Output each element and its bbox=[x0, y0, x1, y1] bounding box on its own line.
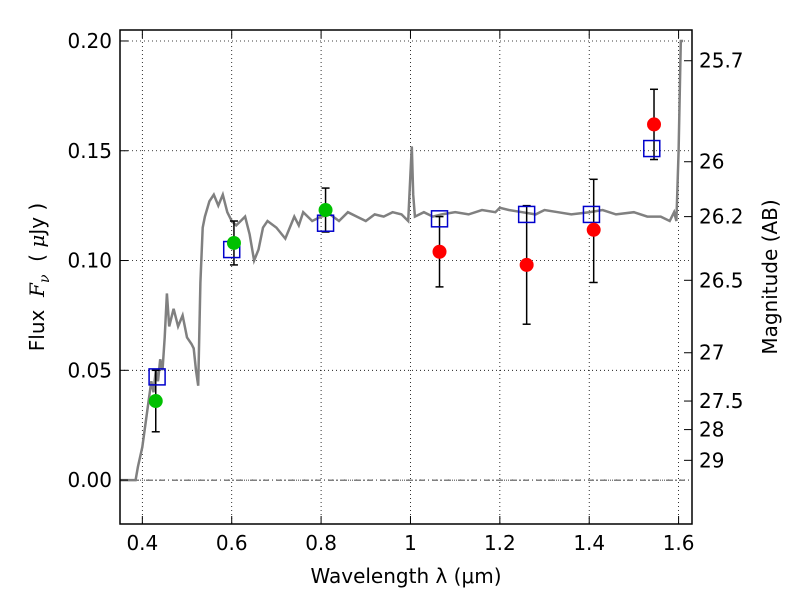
y-axis-ticks: 0.00 0.05 0.10 0.15 0.20 bbox=[67, 29, 128, 492]
x-tick-label: 0.6 bbox=[216, 531, 248, 555]
red-photometry-point bbox=[586, 222, 601, 237]
y-label-text-flux: Flux bbox=[25, 297, 49, 351]
y2-axis-ticks: 25.7 26 26.2 26.5 27 27.5 28 29 bbox=[684, 49, 744, 472]
y-label-text-open: ( bbox=[25, 248, 49, 275]
y2-axis-label: Magnitude (AB) bbox=[758, 199, 782, 354]
y-tick-label: 0.05 bbox=[67, 358, 112, 382]
green-photometry-point bbox=[318, 203, 333, 218]
red-photometry-point bbox=[519, 257, 534, 272]
y2-tick-label: 26 bbox=[699, 150, 724, 174]
green-photometry-point bbox=[148, 394, 163, 409]
series-layer bbox=[120, 39, 684, 482]
y2-tick-label: 28 bbox=[699, 418, 724, 442]
y-label-symbol-f: F bbox=[25, 282, 49, 298]
grid-lines bbox=[120, 30, 692, 524]
y-axis-label: Flux Fν ( μJy ) bbox=[25, 203, 53, 351]
x-tick-label: 0.4 bbox=[126, 531, 158, 555]
x-tick-label: 1.2 bbox=[484, 531, 516, 555]
x-axis-ticks: 0.4 0.6 0.8 1 1.2 1.4 1.6 bbox=[126, 30, 695, 555]
y2-tick-label: 27.5 bbox=[699, 389, 744, 413]
y-tick-label: 0.10 bbox=[67, 249, 112, 273]
y-label-subscript-nu: ν bbox=[37, 274, 53, 283]
model-flux-square bbox=[430, 210, 449, 228]
y-label-symbol-mu: μ bbox=[25, 235, 49, 248]
x-tick-label: 1 bbox=[404, 531, 417, 555]
model-flux-square bbox=[643, 139, 661, 158]
y2-tick-label: 25.7 bbox=[699, 49, 744, 73]
y2-tick-label: 26.2 bbox=[699, 205, 744, 229]
plot-frame bbox=[119, 29, 693, 525]
red-photometry-point bbox=[647, 117, 662, 132]
green-photometry-point bbox=[226, 235, 241, 250]
y-tick-label: 0.00 bbox=[67, 468, 112, 492]
model-flux-square bbox=[148, 368, 166, 386]
model-spectrum-line bbox=[120, 39, 684, 482]
x-tick-label: 1.6 bbox=[663, 531, 695, 555]
y2-tick-label: 27 bbox=[699, 341, 724, 365]
y-tick-label: 0.15 bbox=[67, 139, 112, 163]
y2-tick-label: 26.5 bbox=[699, 268, 744, 292]
red-photometry-point bbox=[432, 244, 447, 259]
y2-tick-label: 29 bbox=[699, 448, 724, 472]
x-tick-label: 0.8 bbox=[305, 531, 337, 555]
y-tick-label: 0.20 bbox=[67, 29, 112, 53]
x-tick-label: 1.4 bbox=[573, 531, 605, 555]
y-label-text-unit: Jy ) bbox=[25, 203, 49, 237]
model-flux-square bbox=[517, 205, 536, 224]
x-axis-label: Wavelength λ (μm) bbox=[310, 564, 501, 588]
model-flux-square bbox=[582, 205, 601, 224]
